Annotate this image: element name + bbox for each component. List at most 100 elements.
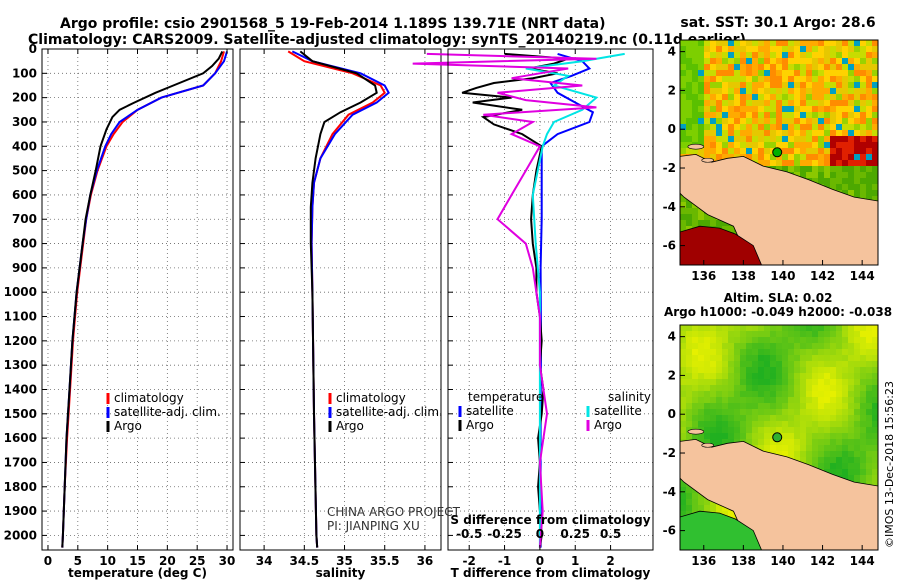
- map-cell: [872, 76, 878, 83]
- map-cell: [854, 325, 861, 332]
- map-cell: [710, 58, 717, 65]
- map-cell: [770, 40, 777, 47]
- map-cell: [830, 160, 837, 167]
- map-cell: [860, 385, 867, 392]
- map-cell: [686, 373, 693, 380]
- map-cell: [728, 70, 735, 77]
- panel-bg: [42, 49, 233, 550]
- map-cell: [860, 178, 867, 185]
- map-cell: [872, 88, 878, 95]
- map-cell: [716, 46, 723, 53]
- map-cell: [860, 475, 867, 482]
- map-cell: [866, 112, 873, 119]
- map-cell: [860, 373, 867, 380]
- map-cell: [836, 142, 843, 149]
- map-cell: [686, 100, 693, 107]
- map-cell: [794, 343, 801, 350]
- map-cell: [698, 130, 705, 137]
- map-cell: [752, 64, 759, 71]
- map-cell: [854, 391, 861, 398]
- map-cell: [782, 100, 789, 107]
- map-cell: [818, 88, 825, 95]
- map-cell: [692, 367, 699, 374]
- map-cell: [734, 76, 741, 83]
- map-cell: [722, 373, 729, 380]
- map-cell: [728, 385, 735, 392]
- map-cell: [872, 337, 878, 344]
- map-cell: [872, 178, 878, 185]
- map-cell: [698, 76, 705, 83]
- map-cell: [740, 136, 747, 143]
- map-cell: [680, 385, 687, 392]
- map-cell: [782, 58, 789, 65]
- map-cell: [812, 385, 819, 392]
- map-cell: [854, 118, 861, 125]
- map-cell: [812, 391, 819, 398]
- map-cell: [752, 379, 759, 386]
- map-cell: [752, 130, 759, 137]
- map-cell: [836, 118, 843, 125]
- map-cell: [854, 166, 861, 173]
- map-cell: [842, 385, 849, 392]
- title-line-2: Climatology: CARS2009. Satellite-adjuste…: [28, 32, 746, 48]
- map-cell: [680, 325, 687, 332]
- map-cell: [710, 373, 717, 380]
- map-y-tick-label: 0: [668, 122, 676, 136]
- map-cell: [818, 355, 825, 362]
- map-cell: [812, 166, 819, 173]
- map-cell: [752, 373, 759, 380]
- map-cell: [686, 64, 693, 71]
- y-tick-label: 0: [29, 42, 37, 56]
- map-cell: [824, 343, 831, 350]
- map-cell: [734, 130, 741, 137]
- x-tick-label: 0: [44, 554, 52, 568]
- map-cell: [752, 100, 759, 107]
- map-cell: [830, 433, 837, 440]
- map-cell: [866, 100, 873, 107]
- map-cell: [836, 172, 843, 179]
- map-cell: [704, 337, 711, 344]
- map-cell: [680, 397, 687, 404]
- map-cell: [782, 403, 789, 410]
- map-cell: [752, 40, 759, 47]
- map-cell: [728, 325, 735, 332]
- map-cell: [824, 112, 831, 119]
- map-cell: [770, 367, 777, 374]
- map-cell: [872, 451, 878, 458]
- map-cell: [764, 397, 771, 404]
- map-cell: [818, 160, 825, 167]
- map-cell: [722, 397, 729, 404]
- map-cell: [722, 421, 729, 428]
- map-cell: [818, 166, 825, 173]
- y-tick-label: 1300: [4, 358, 37, 372]
- map-cell: [680, 505, 687, 512]
- map-cell: [770, 337, 777, 344]
- map-cell: [722, 337, 729, 344]
- map-cell: [746, 427, 753, 434]
- map-cell: [692, 112, 699, 119]
- map-cell: [842, 184, 849, 191]
- map-cell: [848, 337, 855, 344]
- map-cell: [752, 433, 759, 440]
- map-cell: [800, 46, 807, 53]
- map-cell: [698, 403, 705, 410]
- map-cell: [830, 112, 837, 119]
- map-cell: [686, 487, 693, 494]
- map-cell: [866, 343, 873, 350]
- map-cell: [692, 331, 699, 338]
- map-cell: [686, 82, 693, 89]
- map-cell: [740, 361, 747, 368]
- map-cell: [872, 343, 878, 350]
- map-cell: [680, 427, 687, 434]
- map-cell: [866, 403, 873, 410]
- map-cell: [806, 373, 813, 380]
- map-cell: [830, 391, 837, 398]
- map-cell: [860, 88, 867, 95]
- map-cell: [812, 112, 819, 119]
- map-cell: [716, 361, 723, 368]
- map-cell: [752, 337, 759, 344]
- map-cell: [728, 154, 735, 161]
- map-cell: [788, 160, 795, 167]
- map-cell: [830, 100, 837, 107]
- map-cell: [806, 343, 813, 350]
